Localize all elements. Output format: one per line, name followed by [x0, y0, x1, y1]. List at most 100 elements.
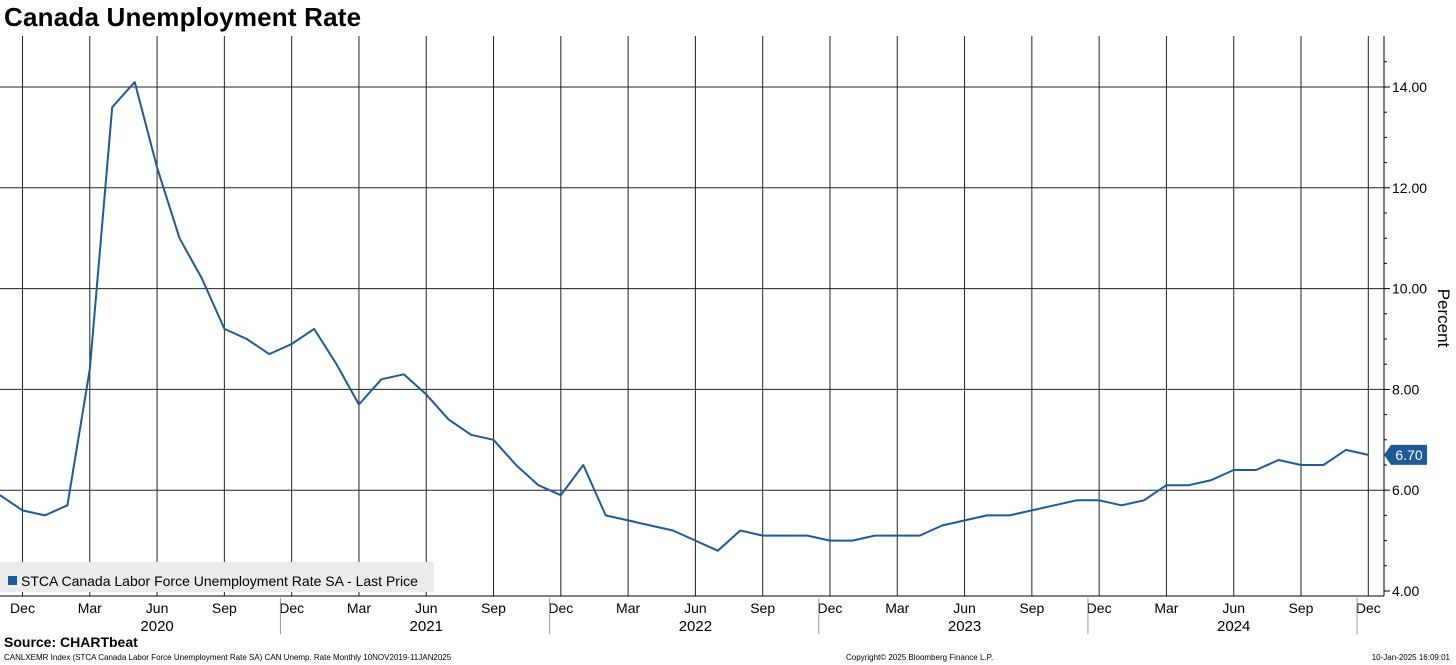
data-point — [874, 535, 876, 537]
legend-label: STCA Canada Labor Force Unemployment Rat… — [21, 573, 418, 589]
grid-lines — [0, 36, 1384, 596]
x-tick-label: Mar — [347, 600, 371, 616]
series-layer — [0, 81, 1369, 552]
copyright-note: Copyright© 2025 Bloomberg Finance L.P. — [846, 653, 994, 662]
legend: STCA Canada Labor Force Unemployment Rat… — [0, 562, 434, 592]
data-point — [1008, 514, 1011, 517]
data-point — [268, 353, 270, 355]
data-point — [1278, 459, 1280, 461]
year-label: 2022 — [679, 618, 712, 635]
data-point — [111, 106, 113, 108]
data-point — [89, 368, 91, 370]
data-point — [919, 535, 921, 537]
data-point — [784, 535, 786, 537]
legend-swatch — [8, 576, 17, 585]
x-tick-label: Sep — [481, 600, 506, 616]
x-tick-label: Mar — [1154, 600, 1178, 616]
data-point — [1300, 464, 1302, 466]
year-label: 2023 — [948, 618, 981, 635]
x-tick-label: Mar — [78, 600, 102, 616]
data-point — [627, 519, 629, 522]
data-point — [0, 494, 1, 496]
x-tick-label: Sep — [1289, 600, 1314, 616]
data-point — [964, 519, 966, 522]
y-tick-label: 6.00 — [1392, 482, 1419, 498]
data-point — [1345, 449, 1347, 451]
data-point — [1121, 504, 1123, 506]
y-tick-label: 14.00 — [1392, 79, 1427, 95]
x-tick-label: Dec — [548, 600, 573, 616]
data-point — [246, 338, 248, 340]
legend-background — [0, 562, 434, 592]
data-point — [762, 535, 764, 537]
data-point — [851, 540, 854, 542]
data-point — [1255, 469, 1257, 471]
data-point — [1367, 454, 1369, 456]
data-point — [1165, 484, 1167, 486]
data-point — [66, 504, 68, 506]
data-point — [1188, 484, 1190, 486]
data-point — [1031, 509, 1033, 511]
data-point — [1076, 499, 1078, 501]
x-tick-label: Mar — [885, 600, 909, 616]
data-point — [21, 509, 24, 511]
axes: 4.00 6.00 8.00 10.00 12.00 14.00 Dec Mar Jun Sep D… — [0, 36, 1427, 635]
x-tick-label: Sep — [212, 600, 237, 616]
data-point — [291, 343, 293, 345]
x-tick-label: Dec — [10, 600, 35, 616]
data-point — [739, 529, 741, 532]
x-tick-label: Jun — [146, 600, 169, 616]
data-point — [156, 167, 158, 169]
timestamp: 10-Jan-2025 16:09:01 — [1371, 653, 1450, 662]
data-point — [403, 373, 405, 375]
x-tick-label: Jun — [415, 600, 438, 616]
data-point — [829, 540, 831, 542]
x-tick-label: Dec — [818, 600, 843, 616]
y-tick-label: 8.00 — [1392, 381, 1419, 397]
x-tick-label: Mar — [616, 600, 640, 616]
data-point — [223, 328, 225, 330]
series-line — [0, 81, 1369, 552]
data-point — [896, 535, 898, 537]
source-note: Source: CHARTbeat — [4, 634, 138, 650]
data-point — [672, 529, 674, 532]
data-point — [448, 419, 450, 421]
last-value-flag — [1384, 444, 1427, 465]
x-tick-label: Sep — [750, 600, 775, 616]
data-point — [380, 378, 382, 380]
x-tick-label: Dec — [1087, 600, 1112, 616]
data-point — [560, 494, 562, 496]
data-point — [313, 328, 315, 330]
x-tick-label: Jun — [684, 600, 707, 616]
data-point — [1210, 479, 1212, 481]
y-axis-label: Percent — [1434, 289, 1453, 348]
data-point — [178, 237, 181, 239]
x-tick-label: Sep — [1019, 600, 1044, 616]
data-point — [1233, 469, 1235, 471]
data-point — [649, 524, 652, 527]
data-point — [1143, 499, 1145, 501]
data-point — [470, 434, 472, 436]
data-point — [492, 439, 495, 441]
last-value-label: 6.70 — [1395, 447, 1422, 463]
data-point — [605, 514, 607, 517]
y-tick-label: 4.00 — [1392, 583, 1419, 599]
year-label: 2021 — [410, 618, 443, 635]
data-point — [358, 403, 360, 406]
year-label: 2020 — [140, 618, 173, 635]
chart-title: Canada Unemployment Rate — [4, 2, 362, 32]
x-tick-label: Dec — [1356, 600, 1381, 616]
data-point — [201, 277, 203, 280]
data-point — [694, 540, 697, 542]
year-label: 2024 — [1217, 618, 1250, 635]
data-point — [941, 524, 943, 527]
x-tick-label: Dec — [279, 600, 304, 616]
data-point — [717, 550, 719, 552]
data-point — [986, 514, 988, 517]
data-point — [1322, 464, 1324, 466]
data-point — [582, 464, 584, 466]
data-point — [1098, 499, 1100, 501]
y-tick-label: 12.00 — [1392, 180, 1427, 196]
x-tick-label: Jun — [953, 600, 976, 616]
